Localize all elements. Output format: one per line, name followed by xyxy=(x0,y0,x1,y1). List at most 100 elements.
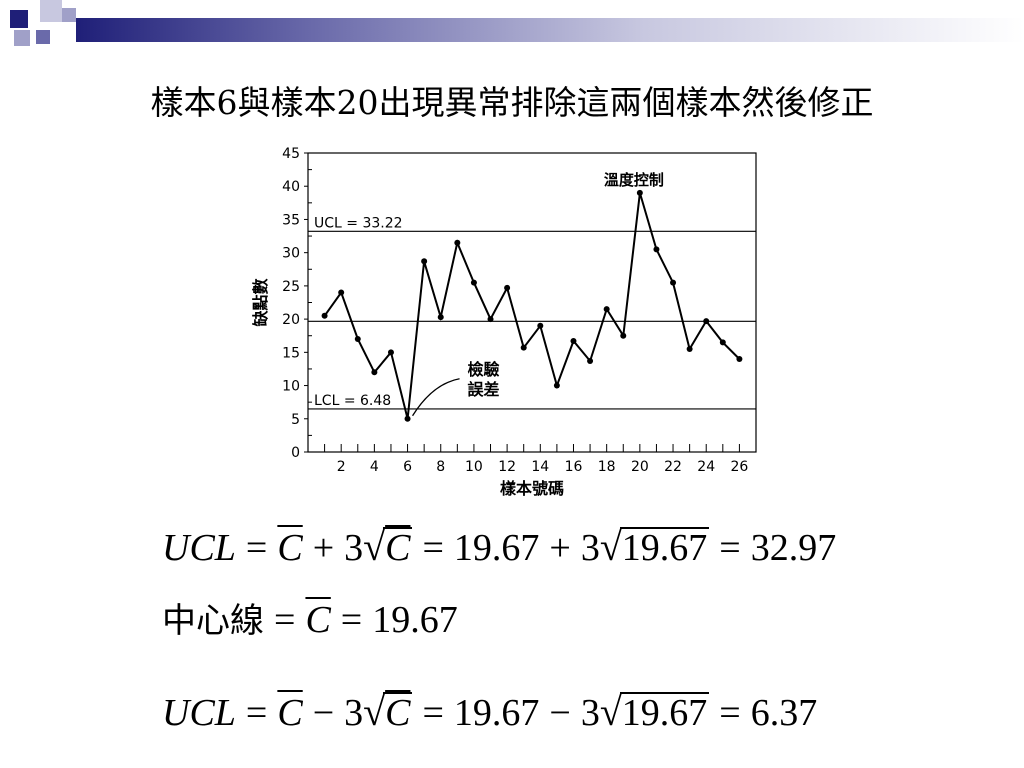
eq-coefficient: 3 xyxy=(344,692,364,734)
x-tick-label: 8 xyxy=(436,459,445,475)
eq-equals-2: = xyxy=(422,527,444,569)
eq-operator: − xyxy=(312,692,335,734)
radicand-c: C xyxy=(385,692,411,734)
x-tick-label: 26 xyxy=(730,459,748,475)
eq-result: 19.67 xyxy=(372,599,458,641)
data-point xyxy=(404,415,411,422)
data-point xyxy=(703,318,710,325)
slide-title: 樣本6與樣本20出現異常排除這兩個樣本然後修正 xyxy=(150,83,874,122)
data-point xyxy=(587,357,594,364)
x-tick-label: 2 xyxy=(337,459,346,475)
data-point xyxy=(620,332,627,339)
eq-lhs: UCL xyxy=(162,692,236,734)
radicand-c: C xyxy=(385,527,411,569)
radical-sign: √ xyxy=(363,524,386,569)
eq-equals: = xyxy=(274,599,296,641)
x-tick-label: 12 xyxy=(498,459,516,475)
y-tick-label: 35 xyxy=(282,212,300,228)
eq-equals: = xyxy=(245,527,268,569)
c-bar: C xyxy=(277,692,303,734)
x-tick-label: 24 xyxy=(697,459,715,475)
y-tick-label: 0 xyxy=(291,445,300,461)
eq-coefficient: 3 xyxy=(344,527,364,569)
x-tick-label: 20 xyxy=(631,459,649,475)
c-bar: C xyxy=(277,527,303,569)
deco-square xyxy=(40,0,62,22)
x-tick-label: 4 xyxy=(370,459,379,475)
deco-square xyxy=(14,30,30,46)
x-tick-label: 10 xyxy=(465,459,483,475)
data-point xyxy=(338,289,345,296)
deco-square xyxy=(62,8,76,22)
x-tick-label: 14 xyxy=(531,459,549,475)
data-point xyxy=(454,239,461,246)
eq-value: 19.67 xyxy=(453,692,540,734)
y-axis-label: 缺點數 xyxy=(251,278,270,326)
radical-sign: √ xyxy=(363,689,386,734)
eq-coefficient-2: 3 xyxy=(580,527,600,569)
y-tick-label: 30 xyxy=(282,246,300,262)
annotation-inspection-line1: 檢驗 xyxy=(468,360,500,379)
y-tick-label: 25 xyxy=(282,279,300,295)
x-tick-label: 18 xyxy=(598,459,616,475)
eq-equals-3: = xyxy=(719,692,741,734)
data-point xyxy=(487,316,494,323)
data-point xyxy=(670,279,677,286)
eq-equals: = xyxy=(245,692,268,734)
eq-result: 6.37 xyxy=(750,692,818,734)
eq-equals-3: = xyxy=(719,527,741,569)
data-point xyxy=(421,258,428,265)
data-point xyxy=(321,312,328,319)
data-point xyxy=(504,284,511,291)
c-bar: C xyxy=(305,599,331,641)
x-tick-label: 16 xyxy=(565,459,583,475)
x-tick-label: 22 xyxy=(664,459,682,475)
data-point xyxy=(570,338,577,345)
y-tick-label: 10 xyxy=(282,379,300,395)
lcl-label: LCL = 6.48 xyxy=(314,393,391,409)
ucl-label: UCL = 33.22 xyxy=(314,215,403,231)
data-point xyxy=(520,344,527,351)
radicand-value: 19.67 xyxy=(619,692,710,734)
data-point xyxy=(603,306,610,313)
deco-square xyxy=(36,30,50,44)
radicand-value: 19.67 xyxy=(619,527,710,569)
data-point xyxy=(653,246,660,253)
radicand-c-bar: C xyxy=(383,527,413,569)
eq-equals-2: = xyxy=(340,599,363,641)
data-point xyxy=(537,322,544,329)
data-point xyxy=(553,382,560,389)
x-axis-label: 樣本號碼 xyxy=(500,479,564,498)
eq-operator: + xyxy=(312,527,335,569)
y-tick-label: 15 xyxy=(282,345,300,361)
data-point xyxy=(354,336,361,343)
data-point xyxy=(387,349,394,356)
annotation-arrow xyxy=(412,378,460,417)
eq-equals-2: = xyxy=(422,692,444,734)
radical-sign-2: √ xyxy=(599,689,622,734)
radicand-c-bar: C xyxy=(383,692,413,734)
data-point xyxy=(636,189,643,196)
eq-operator-2: − xyxy=(549,692,571,734)
radical-sign-2: √ xyxy=(599,524,622,569)
y-tick-label: 20 xyxy=(282,312,300,328)
annotation-inspection-line2: 誤差 xyxy=(468,380,500,399)
x-tick-label: 6 xyxy=(403,459,412,475)
lcl-equation: UCL = C −3√C = 19.67−3√19.67 = 6.37 xyxy=(162,690,817,735)
header-gradient-bar xyxy=(76,18,1024,42)
eq-lhs: 中心線 xyxy=(162,601,264,641)
eq-result: 32.97 xyxy=(750,527,837,569)
y-tick-label: 45 xyxy=(282,146,300,162)
eq-coefficient-2: 3 xyxy=(580,692,600,734)
corner-decoration xyxy=(0,0,1024,50)
eq-operator-2: + xyxy=(549,527,571,569)
center-line-equation: 中心線 = C = 19.67 xyxy=(162,598,458,643)
eq-value: 19.67 xyxy=(453,527,540,569)
data-point xyxy=(437,314,444,321)
eq-lhs: UCL xyxy=(162,527,236,569)
data-point xyxy=(719,339,726,346)
y-tick-label: 5 xyxy=(291,412,300,428)
y-tick-label: 40 xyxy=(282,179,300,195)
